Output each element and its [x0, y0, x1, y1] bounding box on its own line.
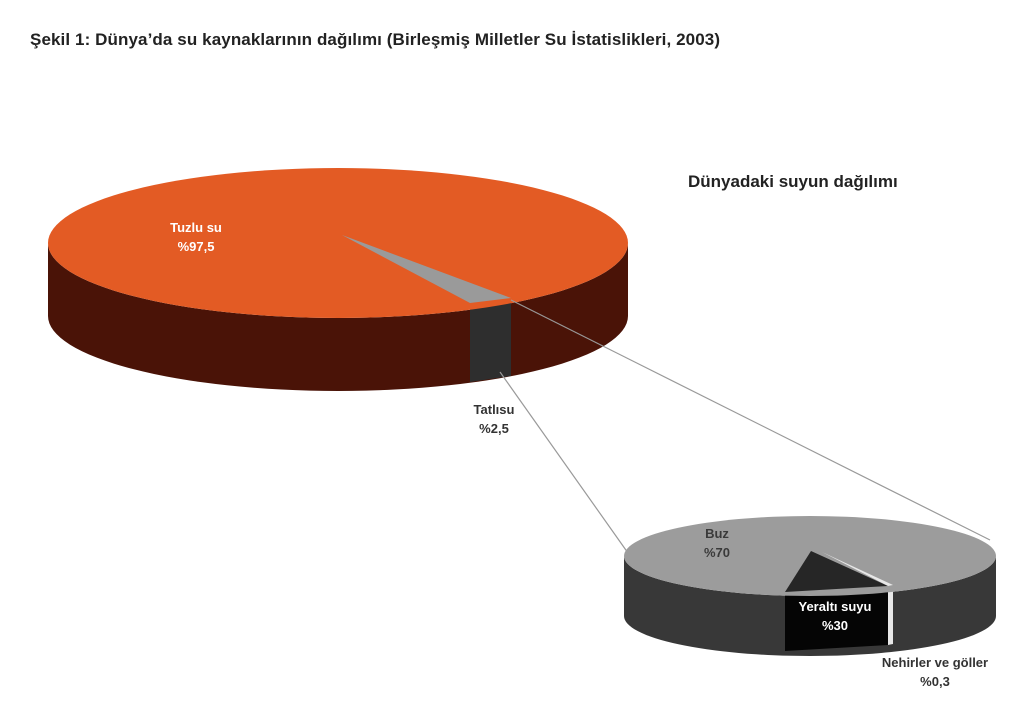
fresh-water-side: [470, 298, 511, 382]
salt-water-label: Tuzlu su: [170, 220, 222, 235]
salt-water-top: [48, 168, 628, 318]
chart-title: Dünyadaki suyun dağılımı: [688, 172, 898, 191]
fresh-water-top: [342, 235, 511, 303]
lakes-side: [888, 585, 893, 645]
fresh-water-value: %2,5: [479, 421, 509, 436]
groundwater-label: Yeraltı suyu: [799, 599, 872, 614]
large-pie: [48, 168, 628, 391]
ice-value: %70: [704, 545, 730, 560]
figure-title: Şekil 1: Dünya’da su kaynaklarının dağıl…: [30, 30, 721, 49]
groundwater-top: [785, 551, 888, 592]
lakes-top: [822, 552, 893, 586]
fresh-water-label: Tatlısu: [474, 402, 515, 417]
salt-water-value: %97,5: [178, 239, 215, 254]
ice-label: Buz: [705, 526, 729, 541]
connector-line-left: [499, 371, 629, 554]
small-pie: [624, 516, 996, 656]
lakes-label: Nehirler ve göller: [882, 655, 988, 670]
connector-line-right: [510, 299, 991, 541]
groundwater-value: %30: [822, 618, 848, 633]
groundwater-side: [785, 586, 888, 651]
lakes-value: %0,3: [920, 674, 950, 689]
